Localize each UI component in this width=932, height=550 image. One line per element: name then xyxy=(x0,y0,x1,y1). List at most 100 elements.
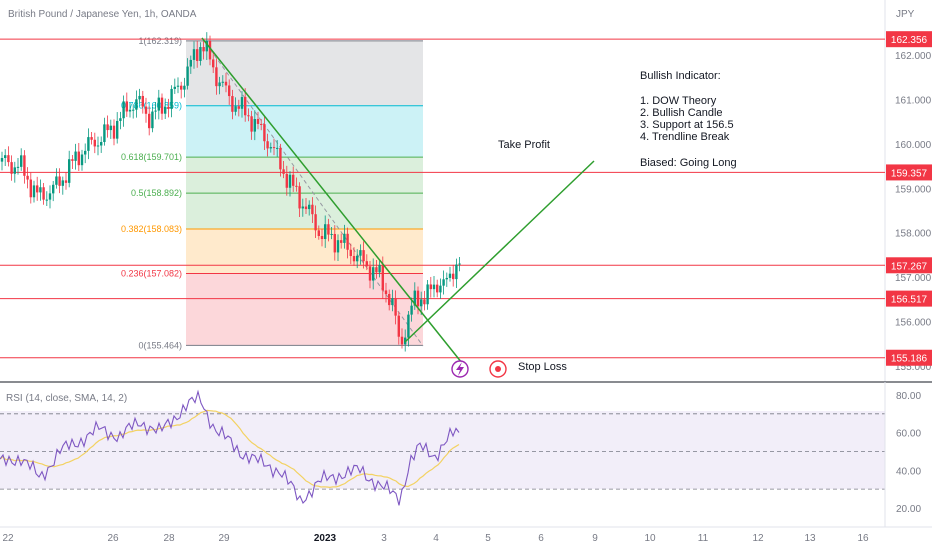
candle-body xyxy=(442,279,445,286)
candle xyxy=(109,119,112,139)
candlestick-series xyxy=(0,32,461,352)
candle-body xyxy=(317,230,320,236)
time-tick-label: 4 xyxy=(433,533,439,544)
candle-body xyxy=(304,206,308,210)
candle xyxy=(96,136,100,156)
candle xyxy=(429,276,432,298)
time-tick-label: 5 xyxy=(485,533,491,544)
price-level-value: 157.267 xyxy=(891,261,928,272)
price-level-value: 156.517 xyxy=(891,295,928,306)
price-level-tag xyxy=(886,349,932,366)
candle-body xyxy=(400,336,404,345)
time-axis[interactable]: 22 26 28 29 2023 3 4 5 6 9 10 11 12 13 16 xyxy=(2,533,869,544)
candle-body xyxy=(112,125,116,139)
candle-body xyxy=(128,109,132,112)
candle-body xyxy=(64,180,68,183)
fib-level-label: 0.618(159.701) xyxy=(121,152,182,162)
candle-body xyxy=(157,97,160,111)
candle xyxy=(423,290,426,311)
candle xyxy=(333,225,336,261)
candle xyxy=(311,197,314,224)
candle xyxy=(324,215,327,248)
candle-body xyxy=(208,40,212,60)
candle xyxy=(400,328,404,349)
candle xyxy=(16,158,20,175)
fib-zone xyxy=(186,273,423,346)
candle xyxy=(64,172,68,190)
candle-body xyxy=(96,145,100,147)
candle xyxy=(128,103,132,118)
candle-body xyxy=(308,204,311,210)
candle xyxy=(250,110,253,140)
candle xyxy=(80,149,84,171)
candle xyxy=(154,102,157,120)
candle xyxy=(7,146,10,167)
horizontal-levels[interactable] xyxy=(0,38,885,359)
candle-body xyxy=(288,174,292,188)
candle xyxy=(394,290,397,325)
price-level-labels[interactable]: 162.356 159.357 157.267 156.517 155.186 xyxy=(886,31,932,366)
candle-body xyxy=(362,250,365,262)
price-level-tag xyxy=(886,164,932,181)
fibonacci-levels[interactable]: 1(162.319) 0.786(160.859) 0.618(159.701) 0.… xyxy=(121,36,423,351)
candle xyxy=(234,97,237,116)
uptrend-line[interactable] xyxy=(404,160,595,343)
alert-icon[interactable] xyxy=(451,360,469,378)
candle-body xyxy=(250,116,253,132)
candle-body xyxy=(285,173,288,188)
candle xyxy=(228,79,231,105)
candle xyxy=(359,244,362,265)
candle xyxy=(52,180,55,202)
record-icon[interactable] xyxy=(489,360,507,378)
candle-body xyxy=(189,59,192,67)
candle xyxy=(74,143,77,170)
candle xyxy=(218,76,221,95)
rsi-line xyxy=(0,389,460,506)
note-item-2: 2. Bullish Candle xyxy=(640,107,723,119)
candle-body xyxy=(391,298,394,306)
candle xyxy=(116,112,119,144)
candle-body xyxy=(388,294,391,306)
candle xyxy=(407,311,410,347)
candle xyxy=(61,176,64,195)
candle-body xyxy=(212,59,215,68)
fib-zone xyxy=(186,229,423,274)
candle-body xyxy=(356,255,359,262)
candle-body xyxy=(36,185,39,193)
candle-body xyxy=(164,106,167,114)
candle xyxy=(426,279,429,310)
candle xyxy=(272,138,276,156)
rsi-band-fill xyxy=(0,411,885,489)
candle-body xyxy=(20,155,23,167)
price-axis[interactable]: 162.000 161.000 160.000 159.000 158.000 157.0… xyxy=(895,51,932,373)
candle xyxy=(375,259,378,279)
candle-body xyxy=(90,137,93,140)
candle xyxy=(221,75,224,88)
candle xyxy=(362,241,365,269)
candle-body xyxy=(368,266,372,281)
candle-body xyxy=(61,180,64,186)
rsi-axis[interactable]: 80.00 60.00 40.00 20.00 xyxy=(896,391,921,515)
candle xyxy=(432,275,436,298)
candle-body xyxy=(263,124,266,142)
rsi-sma-line xyxy=(0,409,460,489)
stop-loss-label: Stop Loss xyxy=(518,361,567,373)
candle-body xyxy=(432,284,436,290)
candle-body xyxy=(192,49,196,60)
candle-body xyxy=(349,249,352,257)
candle-body xyxy=(320,235,324,240)
candle-body xyxy=(397,315,400,337)
candle-body xyxy=(52,184,55,194)
candle-body xyxy=(45,199,48,201)
candle-body xyxy=(68,159,71,183)
fib-zone xyxy=(186,40,423,106)
candle xyxy=(269,142,272,153)
candle-body xyxy=(413,290,416,306)
candle xyxy=(196,40,199,68)
candle xyxy=(276,140,279,157)
downtrend-line[interactable] xyxy=(201,37,467,369)
candle-body xyxy=(26,175,29,180)
candle-body xyxy=(436,284,439,293)
candle-body xyxy=(407,314,410,338)
